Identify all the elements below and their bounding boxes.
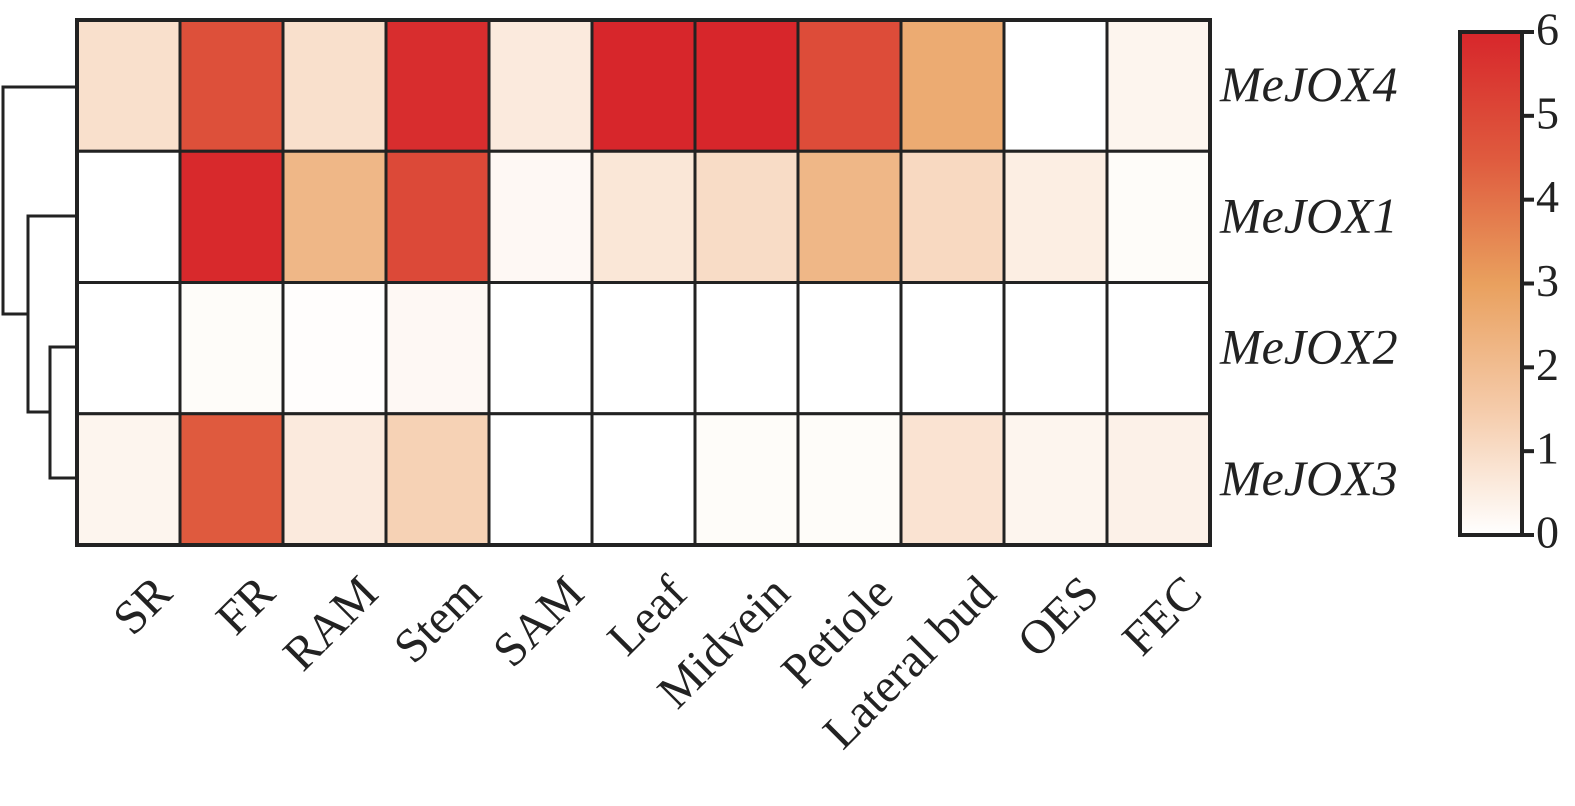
heatmap-cell [281,281,388,416]
colorbar-tick-label: 2 [1536,339,1559,390]
column-label: OES [1007,566,1109,668]
heatmap-cell [796,149,903,284]
heatmap-cell [384,412,491,547]
heatmap-cell [487,281,594,416]
heatmap-cell [1105,412,1212,547]
dendrogram-branch [48,345,77,480]
heatmap-cell [590,149,697,284]
colorbar-tick-label: 1 [1536,423,1559,474]
heatmap-cell [75,281,182,416]
heatmap-cell [1105,18,1212,153]
heatmap-cell [1002,18,1109,153]
column-label: RAM [273,566,388,681]
colorbar [1458,30,1524,537]
heatmap-cell [75,149,182,284]
colorbar-tick-label: 6 [1536,4,1559,55]
column-label: Stem [384,566,491,673]
row-label: MeJOX4 [1219,56,1398,112]
row-label: MeJOX2 [1219,319,1398,375]
row-label: MeJOX3 [1219,450,1398,506]
heatmap-cell [281,412,388,547]
heatmap-cell [796,281,903,416]
heatmap-cell [590,18,697,153]
heatmap-cell [178,412,285,547]
dendrogram [1,85,77,480]
heatmap-cell [384,281,491,416]
heatmap-cell [693,281,800,416]
heatmap-cell [1002,281,1109,416]
heatmap-cell [899,412,1006,547]
heatmap-cell [384,18,491,153]
heatmap-cell [1105,149,1212,284]
heatmap-cell [281,149,388,284]
column-label: SR [103,566,182,645]
heatmap-cell [281,18,388,153]
colorbar-tick-label: 4 [1536,171,1559,222]
heatmap-cell [178,18,285,153]
heatmap-cell [1002,149,1109,284]
heatmap-cell [899,149,1006,284]
heatmap-cell [487,149,594,284]
heatmap-border [75,18,1212,547]
heatmap-cell [590,281,697,416]
heatmap-cell [178,149,285,284]
heatmap-cell [590,412,697,547]
heatmap-cell [1105,281,1212,416]
colorbar-tick-label: 0 [1536,507,1559,558]
heatmap-cell [75,412,182,547]
heatmap-cell [178,281,285,416]
heatmap-cell [899,281,1006,416]
heatmap-cell [75,18,182,153]
heatmap-cell [796,18,903,153]
colorbar-tick-label: 5 [1536,87,1559,138]
dendrogram-branch [26,214,77,414]
heatmap-cell [693,412,800,547]
heatmap-cell [487,412,594,547]
heatmap-cell [899,18,1006,153]
heatmap-cell [1002,412,1109,547]
column-label: SAM [483,566,594,677]
heatmap-cell [693,18,800,153]
colorbar-tick-label: 3 [1536,255,1559,306]
dendrogram-branch [1,85,77,316]
column-label: FR [206,566,285,645]
heatmap-cell [487,18,594,153]
heatmap-cell [693,149,800,284]
heatmap-cell [384,149,491,284]
row-label: MeJOX1 [1219,187,1398,243]
heatmap-cell [796,412,903,547]
column-label: FEC [1112,566,1212,666]
